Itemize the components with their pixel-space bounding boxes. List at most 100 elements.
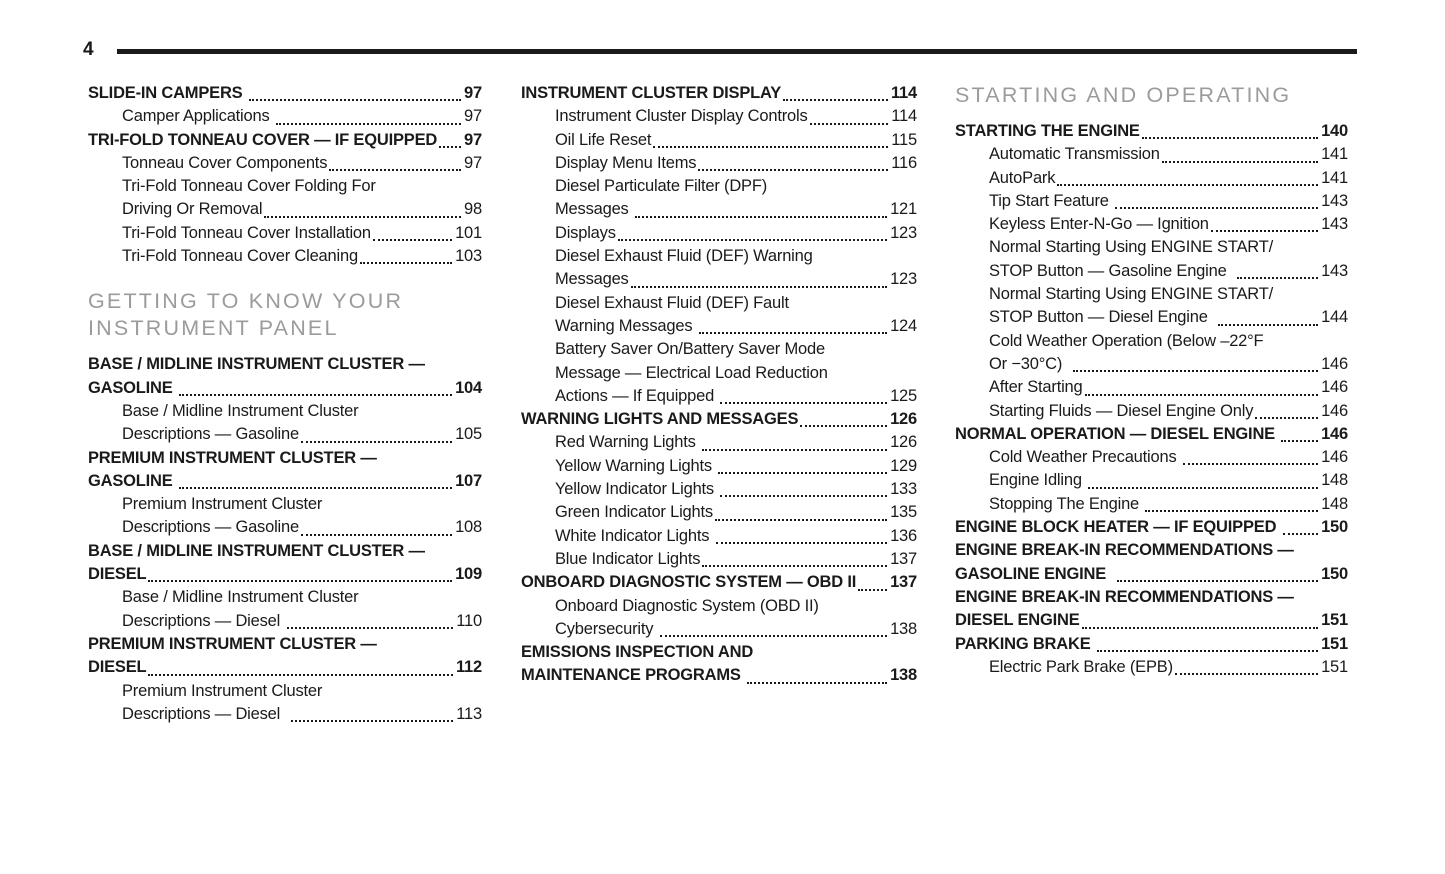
dot-leader — [299, 516, 455, 539]
toc-entry: Tri-Fold Tonneau Cover Installation 101 — [88, 222, 482, 245]
toc-entry-line: Base / Midline Instrument Cluster — [122, 401, 359, 420]
dot-leader — [358, 245, 455, 268]
toc-entry-lastline: Stopping The Engine 148 — [989, 493, 1348, 516]
toc-entry-text: Displays — [555, 223, 616, 242]
toc-page-number: 126 — [890, 433, 917, 452]
toc-entry: Green Indicator Lights 135 — [521, 501, 917, 524]
toc-entry: Camper Applications 97 — [88, 105, 482, 128]
toc-entry: Stopping The Engine 148 — [955, 493, 1348, 516]
toc-page-number: 114 — [891, 107, 917, 126]
toc-entry-line: Diesel Exhaust Fluid (DEF) Warning — [555, 247, 813, 266]
toc-entry-lastline: Engine Idling 148 — [989, 469, 1348, 492]
toc-page-number: 146 — [1321, 424, 1348, 443]
toc-entry-text: SLIDE-IN CAMPERS — [88, 84, 247, 102]
section-header-line: STARTING AND OPERATING — [955, 83, 1292, 107]
toc-entry-line: Cold Weather Operation (Below –22°F — [989, 331, 1264, 350]
toc-page-number: 107 — [455, 471, 482, 490]
toc-entry: ENGINE BREAK-IN RECOMMENDATIONS — DIESEL … — [955, 586, 1348, 633]
toc-entry: TRI-FOLD TONNEAU COVER — IF EQUIPPED 97 — [88, 129, 482, 152]
toc-page-number: 115 — [891, 130, 917, 149]
toc-entry-text: Descriptions — Diesel — [122, 704, 289, 723]
dot-leader — [658, 618, 890, 641]
toc-entry-text: PARKING BRAKE — [955, 634, 1095, 653]
toc-page-number: 116 — [891, 153, 917, 172]
dot-leader — [718, 385, 890, 408]
toc-entry-line: Base / Midline Instrument Cluster — [122, 588, 359, 607]
toc-page-number: 146 — [1321, 448, 1348, 467]
dot-leader — [781, 82, 891, 105]
toc-page-number: 138 — [890, 666, 917, 685]
dot-leader — [716, 455, 890, 478]
toc-entry-text: Actions — If Equipped — [555, 386, 719, 405]
toc-page-number: 98 — [464, 200, 482, 219]
dot-leader — [1086, 469, 1321, 492]
toc-entry: Cold Weather Precautions 146 — [955, 446, 1348, 469]
toc-entry-text: Driving Or Removal — [122, 200, 263, 219]
toc-entry-text: White Indicator Lights — [555, 526, 714, 545]
toc-page-number: 150 — [1321, 564, 1348, 583]
toc-page-number: 121 — [890, 200, 917, 219]
toc-entry-text: INSTRUMENT CLUSTER DISPLAY — [521, 84, 782, 102]
toc-entry: Keyless Enter-N-Go — Ignition 143 — [955, 213, 1348, 236]
toc-entry: Premium Instrument Cluster Descriptions —… — [88, 493, 482, 540]
toc-page-number: 97 — [464, 130, 482, 149]
toc-entry-lastline: WARNING LIGHTS AND MESSAGES 126 — [521, 408, 917, 431]
toc-entry-text: Tip Start Feature — [989, 191, 1114, 210]
page-number: 4 — [83, 39, 94, 60]
toc-entry: EMISSIONS INSPECTION AND MAINTENANCE PROG… — [521, 641, 917, 688]
toc-entry: Displays 123 — [521, 222, 917, 245]
toc-page-number: 138 — [890, 619, 917, 638]
dot-leader — [616, 222, 890, 245]
toc-entry-lastline: Warning Messages 124 — [555, 315, 917, 338]
toc-entry-lastline: TRI-FOLD TONNEAU COVER — IF EQUIPPED 97 — [88, 129, 482, 152]
section-header-line: GETTING TO KNOW YOUR — [88, 289, 404, 314]
toc-page-number: 135 — [890, 503, 917, 522]
toc-entry: NORMAL OPERATION — DIESEL ENGINE 146 — [955, 423, 1348, 446]
dot-leader — [700, 548, 890, 571]
toc-entry: Onboard Diagnostic System (OBD II) Cybers… — [521, 595, 917, 642]
toc-column-3: STARTING AND OPERATING STARTING THE ENGIN… — [955, 82, 1348, 679]
toc-entry-text: Oil Life Reset — [555, 130, 652, 149]
dot-leader — [714, 525, 890, 548]
toc-entry: Starting Fluids — Diesel Engine Only 146 — [955, 400, 1348, 423]
toc-entry: Blue Indicator Lights 137 — [521, 548, 917, 571]
toc-page-number: 136 — [890, 526, 917, 545]
toc-entry: PARKING BRAKE 151 — [955, 633, 1348, 656]
toc-page-number: 129 — [890, 456, 917, 475]
toc-entry-lastline: GASOLINE ENGINE 150 — [955, 563, 1348, 586]
toc-entry-text: Starting Fluids — Diesel Engine Only — [989, 401, 1254, 420]
toc-entry-lastline: Cold Weather Precautions 146 — [989, 446, 1348, 469]
toc-page-number: 143 — [1321, 261, 1348, 280]
toc-entry-lastline: STOP Button — Gasoline Engine 143 — [989, 260, 1348, 283]
toc-entry-lastline: After Starting 146 — [989, 376, 1348, 399]
toc-page-number: 141 — [1321, 145, 1348, 164]
toc-entry-text: Cold Weather Precautions — [989, 448, 1181, 467]
toc-entry-text: Descriptions — Gasoline — [122, 518, 299, 537]
toc-entry-text: Yellow Warning Lights — [555, 456, 717, 475]
toc-entry-line: Diesel Particulate Filter (DPF) — [555, 177, 768, 196]
toc-entry-lastline: STARTING THE ENGINE 140 — [955, 120, 1348, 143]
toc-entry-lastline: Green Indicator Lights 135 — [555, 501, 917, 524]
toc-page-number: 104 — [455, 378, 482, 397]
toc-entry-lastline: White Indicator Lights 136 — [555, 525, 917, 548]
toc-entry-text: After Starting — [989, 378, 1083, 397]
dot-leader — [1173, 656, 1321, 679]
toc-entry-lastline: Displays 123 — [555, 222, 917, 245]
toc-entry: Yellow Warning Lights 129 — [521, 455, 917, 478]
toc-page-number: 146 — [1321, 378, 1348, 397]
toc-entry: ONBOARD DIAGNOSTIC SYSTEM — OBD II 137 — [521, 571, 917, 594]
dot-leader — [1115, 563, 1321, 586]
toc-entry-line: Premium Instrument Cluster — [122, 495, 323, 514]
toc-entry-text: Red Warning Lights — [555, 433, 701, 452]
toc-page-number: 148 — [1321, 471, 1348, 490]
toc-entry: INSTRUMENT CLUSTER DISPLAY 114 — [521, 82, 917, 105]
toc-page-number: 105 — [455, 425, 482, 444]
toc-entry: Normal Starting Using ENGINE START/STOP … — [955, 283, 1348, 330]
toc-entry: Battery Saver On/Battery Saver Mode Messa… — [521, 338, 917, 408]
dot-leader — [327, 152, 464, 175]
toc-page-number: 113 — [456, 704, 482, 723]
toc-entry-lastline: STOP Button — Diesel Engine 144 — [989, 306, 1348, 329]
toc-entry-lastline: Yellow Warning Lights 129 — [555, 455, 917, 478]
toc-entry-lastline: AutoPark 141 — [989, 167, 1348, 190]
toc-entry-text: Camper Applications — [122, 107, 274, 126]
